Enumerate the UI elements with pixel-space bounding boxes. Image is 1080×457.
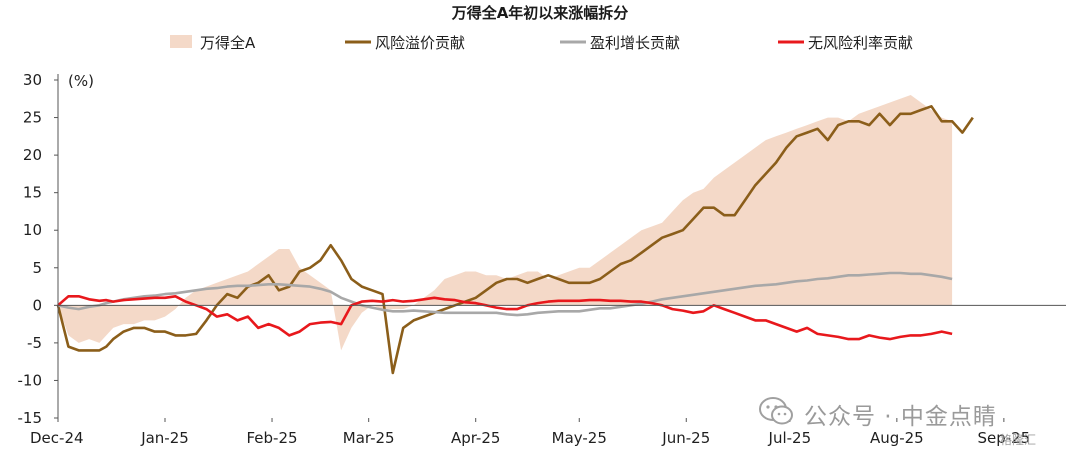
y-tick-label: -15	[18, 409, 43, 427]
legend: 万得全A 风险溢价贡献 盈利增长贡献 无风险利率贡献	[170, 34, 913, 52]
y-tick-label: 5	[32, 259, 42, 277]
y-tick-label: 30	[23, 71, 42, 89]
area-series-0	[58, 95, 953, 351]
x-tick-label: Mar-25	[343, 429, 395, 447]
legend-label-2: 盈利增长贡献	[590, 34, 680, 52]
legend-label-3: 无风险利率贡献	[808, 34, 913, 52]
axes	[54, 74, 1066, 422]
x-tick-label: Jul-25	[768, 429, 812, 447]
watermark-logo: 格隆汇	[1000, 433, 1037, 447]
legend-label-0: 万得全A	[200, 34, 256, 52]
plot-area	[56, 95, 974, 375]
line-series-3	[57, 295, 953, 341]
x-tick-label: Jun-25	[661, 429, 710, 447]
x-tick-label: Aug-25	[870, 429, 924, 447]
y-unit-label: (%)	[68, 72, 94, 90]
y-tick-label: 15	[23, 184, 42, 202]
x-tick-label: Dec-24	[30, 429, 84, 447]
x-tick-label: Feb-25	[246, 429, 297, 447]
y-tick-label: -5	[27, 334, 42, 352]
wechat-icon	[759, 397, 793, 425]
x-tick-label: May-25	[552, 429, 607, 447]
x-tick-label: Apr-25	[451, 429, 501, 447]
x-tick-label: Jan-25	[140, 429, 189, 447]
x-tick-label: Sep-25	[977, 429, 1030, 447]
chart-title: 万得全A年初以来涨幅拆分	[451, 4, 629, 22]
legend-label-1: 风险溢价贡献	[375, 34, 465, 52]
tick-labels: 30 25 20 15 10 5 0 -5 -10 -15 (%) Dec-24 Jan-25 Feb-2…	[18, 71, 1031, 447]
y-tick-label: 0	[32, 296, 42, 314]
line-series-2	[57, 271, 953, 317]
legend-swatch-0	[170, 35, 192, 48]
line-series-1	[56, 105, 974, 375]
y-tick-label: 20	[23, 146, 42, 164]
y-tick-label: -10	[18, 371, 43, 389]
y-tick-label: 25	[23, 109, 42, 127]
watermark-text: 公众号 · 中金点睛	[804, 404, 997, 430]
y-tick-label: 10	[23, 221, 42, 239]
